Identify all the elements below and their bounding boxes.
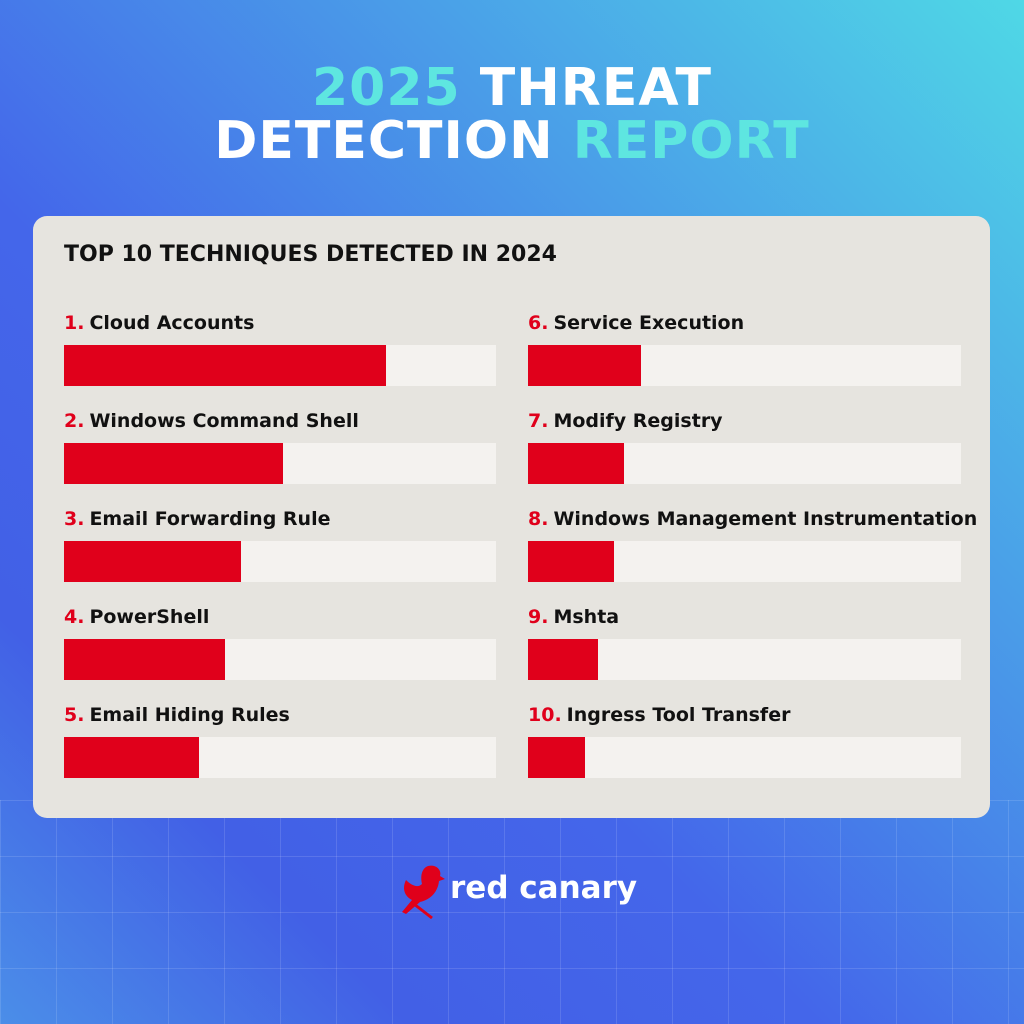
category: PowerShell: [89, 606, 210, 628]
title-line: 2025 THREAT: [0, 58, 1024, 118]
rank: 3.: [64, 508, 85, 530]
category: Ingress Tool Transfer: [566, 704, 791, 726]
category: Windows Management Instrumentation: [553, 508, 978, 530]
rank: 5.: [64, 704, 85, 726]
background-grid: [0, 800, 1024, 1024]
title-word: DETECTION: [214, 111, 554, 171]
category: Cloud Accounts: [89, 312, 255, 334]
title-line: DETECTION REPORT: [0, 111, 1024, 171]
bar: [528, 737, 586, 778]
category: Email Hiding Rules: [89, 704, 290, 726]
title-word: 2025: [311, 58, 461, 118]
bar-track: [528, 737, 961, 778]
bar-label: 5. Email Hiding Rules: [64, 704, 290, 726]
rank: 2.: [64, 410, 85, 432]
rank: 6.: [528, 312, 549, 334]
category: Modify Registry: [553, 410, 723, 432]
rank: 7.: [528, 410, 549, 432]
rank: 8.: [528, 508, 549, 530]
bar-track: [64, 639, 496, 680]
bar: [64, 443, 284, 484]
bar-track: [64, 345, 496, 386]
bar-track: [64, 443, 496, 484]
bar: [64, 639, 226, 680]
bar-label: 8. Windows Management Instrumentation: [528, 508, 977, 530]
rank: 10.: [528, 704, 562, 726]
logo-icon: [402, 865, 445, 920]
chart-title: TOP 10 TECHNIQUES DETECTED IN 2024: [64, 242, 557, 267]
rank: 9.: [528, 606, 549, 628]
brand: red canary: [450, 870, 638, 906]
bar-track: [528, 639, 961, 680]
category: Windows Command Shell: [89, 410, 359, 432]
category: Service Execution: [553, 312, 745, 334]
bar-label: 9. Mshta: [528, 606, 619, 628]
title-word: REPORT: [572, 111, 810, 171]
bar: [64, 345, 386, 386]
bar-label: 7. Modify Registry: [528, 410, 723, 432]
card: [33, 216, 990, 818]
rank: 1.: [64, 312, 85, 334]
bar-track: [528, 345, 961, 386]
bar: [528, 345, 641, 386]
title-word: THREAT: [479, 58, 713, 118]
bar-track: [528, 541, 961, 582]
bar-label: 1. Cloud Accounts: [64, 312, 254, 334]
bar-label: 6. Service Execution: [528, 312, 744, 334]
category: Mshta: [553, 606, 620, 628]
bar: [528, 639, 599, 680]
bar: [528, 541, 615, 582]
bar-label: 10. Ingress Tool Transfer: [528, 704, 790, 726]
bar-track: [64, 541, 496, 582]
bar-label: 2. Windows Command Shell: [64, 410, 359, 432]
bar-label: 3. Email Forwarding Rule: [64, 508, 330, 530]
rank: 4.: [64, 606, 85, 628]
bar-track: [64, 737, 496, 778]
category: Email Forwarding Rule: [89, 508, 331, 530]
bar: [528, 443, 625, 484]
bar: [64, 737, 200, 778]
bar-label: 4. PowerShell: [64, 606, 209, 628]
bar-track: [528, 443, 961, 484]
bar: [64, 541, 242, 582]
